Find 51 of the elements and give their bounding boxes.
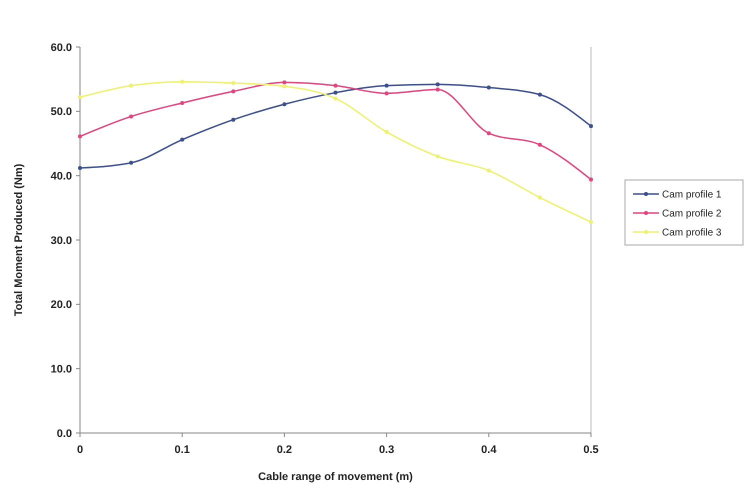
point: [486, 168, 491, 173]
point: [486, 86, 491, 90]
point: [129, 84, 134, 88]
y-tick-label: 50.0: [50, 106, 72, 118]
x-tick-label: 0: [76, 444, 84, 456]
y-tick-label: 60.0: [50, 42, 72, 54]
y-axis-title: Total Moment Produced (Nm): [13, 163, 25, 316]
point: [78, 166, 82, 170]
point: [334, 96, 338, 100]
point: [78, 134, 82, 138]
point: [589, 220, 593, 224]
legend-label: Cam profile 1: [662, 190, 722, 200]
point: [282, 102, 286, 106]
point: [282, 80, 286, 84]
point: [180, 100, 184, 105]
point: [231, 81, 236, 86]
point: [589, 178, 593, 182]
point: [384, 91, 389, 96]
point: [436, 82, 440, 86]
x-axis-title: Cable range of movement (m): [258, 471, 414, 483]
y-tick-label: 40.0: [50, 170, 72, 183]
point: [78, 95, 82, 100]
point: [538, 92, 542, 97]
point: [384, 84, 389, 88]
x-tick-label: 0.3: [378, 444, 394, 456]
x-tick-label: 0.2: [276, 444, 292, 456]
point: [334, 84, 338, 88]
x-tick-label: 0.4: [481, 444, 498, 456]
point: [436, 87, 440, 92]
x-tick-label: 0.1: [174, 444, 190, 456]
y-tick-label: 10.0: [50, 364, 72, 376]
point: [231, 118, 236, 122]
y-tick-label: 20.0: [50, 299, 72, 312]
point: [486, 131, 491, 136]
point: [589, 124, 593, 128]
y-tick-label: 0.0: [56, 428, 72, 440]
point: [129, 160, 134, 165]
point: [538, 196, 542, 200]
point: [282, 84, 286, 88]
legend-label: Cam profile 2: [662, 208, 722, 220]
point: [538, 142, 542, 147]
point: [436, 154, 440, 158]
point: [334, 90, 338, 95]
y-tick-label: 30.0: [50, 234, 72, 247]
point: [231, 89, 236, 94]
point: [180, 80, 184, 84]
legend-label: Cam profile 3: [662, 228, 722, 238]
x-tick-label: 0.5: [583, 444, 599, 456]
point: [180, 138, 184, 142]
point: [384, 130, 389, 134]
point: [129, 114, 134, 118]
